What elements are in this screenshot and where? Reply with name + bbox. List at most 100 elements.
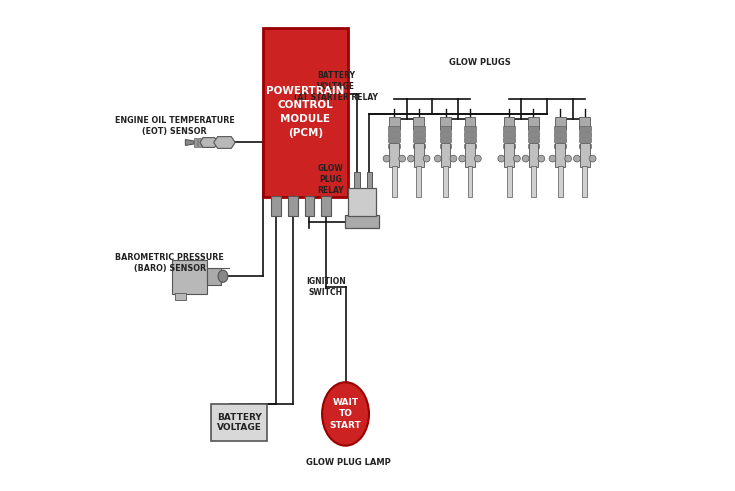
Bar	[416, 166, 421, 197]
Circle shape	[564, 155, 572, 162]
Bar	[554, 138, 566, 142]
Bar	[390, 143, 399, 167]
Bar	[506, 166, 512, 197]
Text: ENGINE OIL TEMPERATURE
(EOT) SENSOR: ENGINE OIL TEMPERATURE (EOT) SENSOR	[115, 116, 234, 136]
Bar	[211, 404, 268, 441]
Text: GLOW PLUGS: GLOW PLUGS	[449, 58, 511, 67]
Bar	[440, 138, 451, 142]
Bar	[580, 143, 589, 167]
Text: BATTERY
VOLTAGE: BATTERY VOLTAGE	[217, 413, 262, 432]
Bar	[209, 137, 212, 147]
Bar	[579, 126, 591, 131]
Polygon shape	[185, 139, 194, 145]
Bar	[503, 117, 514, 129]
Bar	[198, 137, 201, 147]
Ellipse shape	[322, 382, 369, 446]
Bar	[414, 143, 423, 167]
Bar	[503, 132, 515, 136]
Bar	[440, 117, 451, 129]
Bar	[440, 126, 451, 131]
Bar	[207, 268, 221, 285]
Bar	[528, 132, 539, 136]
Bar	[175, 293, 186, 300]
Bar	[465, 132, 476, 136]
Bar	[582, 166, 587, 197]
Bar	[413, 117, 424, 129]
Bar	[413, 144, 425, 148]
Bar	[554, 126, 566, 131]
Text: BATTERY
VOLTAGE
(AT STARTER RELAY: BATTERY VOLTAGE (AT STARTER RELAY	[294, 71, 378, 103]
Bar	[554, 132, 566, 136]
Bar	[413, 126, 425, 131]
Circle shape	[498, 155, 505, 162]
Circle shape	[450, 155, 457, 162]
Polygon shape	[200, 137, 218, 147]
Bar	[194, 137, 197, 147]
Text: GLOW
PLUG
RELAY: GLOW PLUG RELAY	[318, 164, 344, 195]
Bar	[440, 132, 451, 136]
Circle shape	[589, 155, 596, 162]
Bar	[262, 28, 348, 197]
Bar	[441, 143, 451, 167]
Circle shape	[474, 155, 481, 162]
Bar	[389, 126, 401, 131]
Circle shape	[434, 155, 441, 162]
Circle shape	[407, 155, 415, 162]
Circle shape	[383, 155, 390, 162]
Circle shape	[399, 155, 406, 162]
Text: IGNITION
SWITCH: IGNITION SWITCH	[306, 277, 346, 297]
Bar	[202, 137, 205, 147]
Bar	[579, 138, 591, 142]
Ellipse shape	[218, 270, 228, 282]
Bar	[531, 166, 536, 197]
Text: POWERTRAIN
CONTROL
MODULE
(PCM): POWERTRAIN CONTROL MODULE (PCM)	[266, 86, 345, 138]
Polygon shape	[214, 136, 235, 148]
Bar	[465, 117, 476, 129]
Circle shape	[423, 155, 430, 162]
Bar	[413, 138, 425, 142]
Bar	[413, 132, 425, 136]
Bar	[465, 143, 475, 167]
Circle shape	[573, 155, 581, 162]
Bar	[288, 196, 298, 216]
Bar	[503, 126, 515, 131]
Bar	[528, 143, 538, 167]
Bar	[503, 138, 515, 142]
Bar	[271, 196, 281, 216]
Bar	[579, 132, 591, 136]
Bar	[465, 144, 476, 148]
Bar	[440, 144, 451, 148]
Bar	[579, 144, 591, 148]
Bar	[556, 143, 565, 167]
Text: WAIT
TO
START: WAIT TO START	[330, 398, 362, 430]
Bar	[503, 144, 515, 148]
Bar	[389, 144, 401, 148]
Circle shape	[514, 155, 520, 162]
Bar	[389, 117, 400, 129]
Circle shape	[538, 155, 545, 162]
Bar	[392, 166, 397, 197]
Bar	[304, 196, 315, 216]
Bar	[465, 126, 476, 131]
Bar	[528, 126, 539, 131]
Bar	[172, 260, 207, 294]
Text: BAROMETRIC PRESSURE
(BARO) SENSOR: BAROMETRIC PRESSURE (BARO) SENSOR	[115, 252, 224, 273]
Bar	[206, 137, 209, 147]
Bar	[467, 166, 473, 197]
Bar	[389, 132, 401, 136]
Bar	[554, 144, 566, 148]
Bar	[528, 138, 539, 142]
Bar	[389, 138, 401, 142]
Text: GLOW PLUG LAMP: GLOW PLUG LAMP	[306, 458, 390, 467]
Bar	[443, 166, 448, 197]
Bar	[504, 143, 514, 167]
Circle shape	[523, 155, 529, 162]
Bar	[528, 144, 539, 148]
Bar	[367, 172, 373, 188]
Bar	[555, 117, 566, 129]
Bar	[465, 138, 476, 142]
Circle shape	[549, 155, 556, 162]
Bar	[528, 117, 539, 129]
Circle shape	[459, 155, 466, 162]
Bar	[579, 117, 590, 129]
